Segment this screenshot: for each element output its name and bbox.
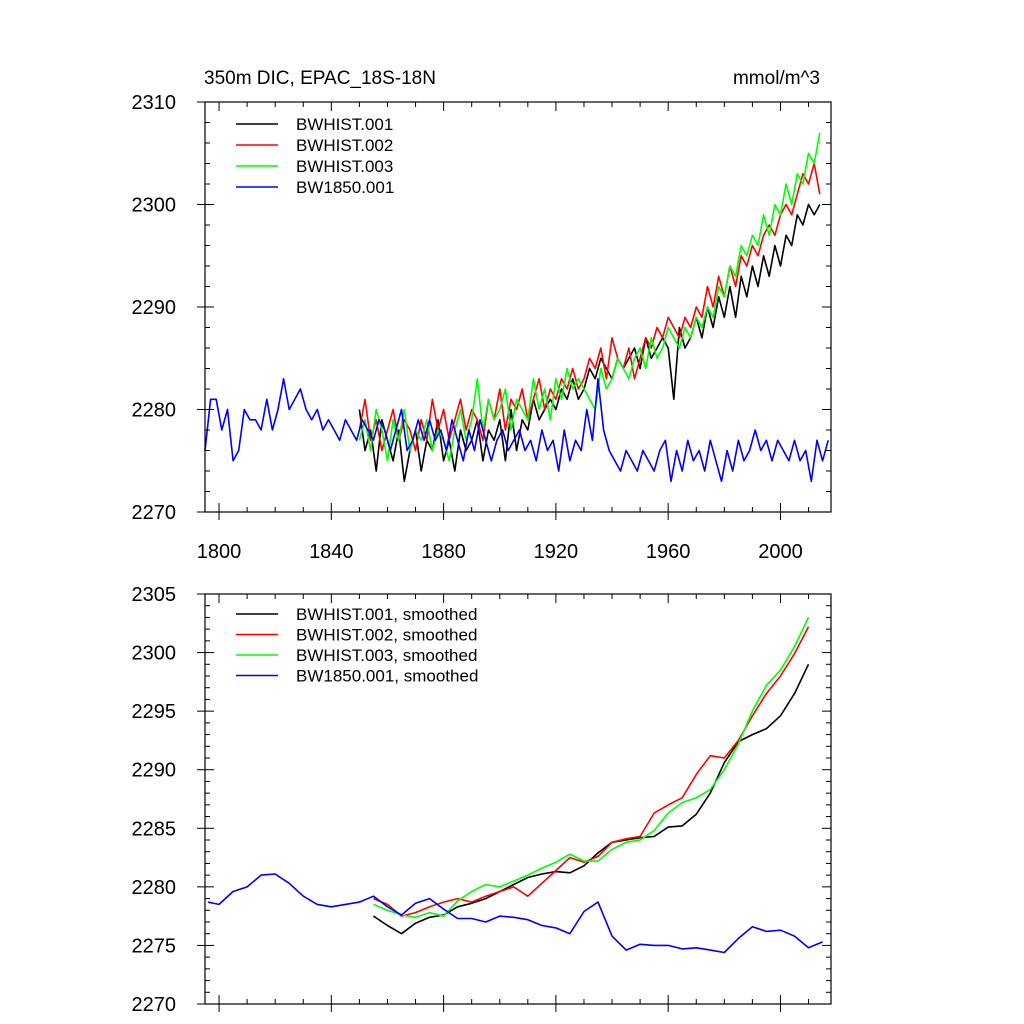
bottom-y-tick-label: 2290 (132, 760, 177, 782)
top-legend-label-3: BWHIST.003 (296, 157, 393, 176)
top-x-tick-label: 1960 (646, 541, 691, 563)
top-legend-label-4: BW1850.001 (296, 178, 394, 197)
units-label: mmol/m^3 (733, 68, 820, 89)
bottom-y-tick-label: 2295 (132, 701, 177, 723)
bottom-series-line-3 (373, 617, 810, 919)
top-x-tick-label: 2000 (758, 541, 803, 563)
bottom-y-tick-label: 2305 (132, 584, 177, 606)
top-legend-label-1: BWHIST.001 (296, 115, 393, 134)
top-y-tick-label: 2270 (132, 502, 177, 524)
top-y-tick-label: 2290 (132, 297, 177, 319)
bottom-plot-panel: 2270 2275 2280 2285 2290 2295 2300 2305 BWHIST.0… (132, 584, 832, 1016)
bottom-y-tick-label: 2285 (132, 818, 177, 840)
top-x-tick-label: 1840 (309, 541, 354, 563)
bottom-series-line-1 (372, 663, 810, 935)
top-x-tick-label: 1880 (421, 541, 466, 563)
top-legend-label-2: BWHIST.002 (296, 136, 393, 155)
chart-title: 350m DIC, EPAC_18S-18N (204, 68, 436, 89)
top-series-line-4 (204, 377, 829, 483)
bottom-series-line-4 (207, 873, 823, 954)
bottom-legend-label-2: BWHIST.002, smoothed (296, 626, 477, 645)
bottom-plot-frame (204, 593, 832, 1005)
bottom-series-line-2 (373, 626, 810, 917)
top-series-line-3 (358, 132, 821, 462)
top-series-line-2 (358, 162, 821, 452)
top-x-tick-label: 1920 (534, 541, 579, 563)
bottom-legend-label-4: BW1850.001, smoothed (296, 667, 478, 686)
top-series-line-1 (358, 203, 821, 483)
bottom-y-tick-label: 2300 (132, 643, 177, 665)
top-y-tick-label: 2280 (132, 400, 177, 422)
bottom-y-tick-label: 2270 (132, 994, 177, 1016)
top-x-tick-label: 1800 (197, 541, 242, 563)
bottom-y-tick-label: 2280 (132, 877, 177, 899)
bottom-y-tick-label: 2275 (132, 935, 177, 957)
bottom-legend-label-3: BWHIST.003, smoothed (296, 646, 477, 665)
top-y-tick-label: 2300 (132, 195, 177, 217)
top-plot-panel: 350m DIC, EPAC_18S-18N mmol/m^3 1800 1840… (132, 68, 832, 563)
bottom-legend-label-1: BWHIST.001, smoothed (296, 605, 477, 624)
top-y-tick-label: 2310 (132, 92, 177, 114)
